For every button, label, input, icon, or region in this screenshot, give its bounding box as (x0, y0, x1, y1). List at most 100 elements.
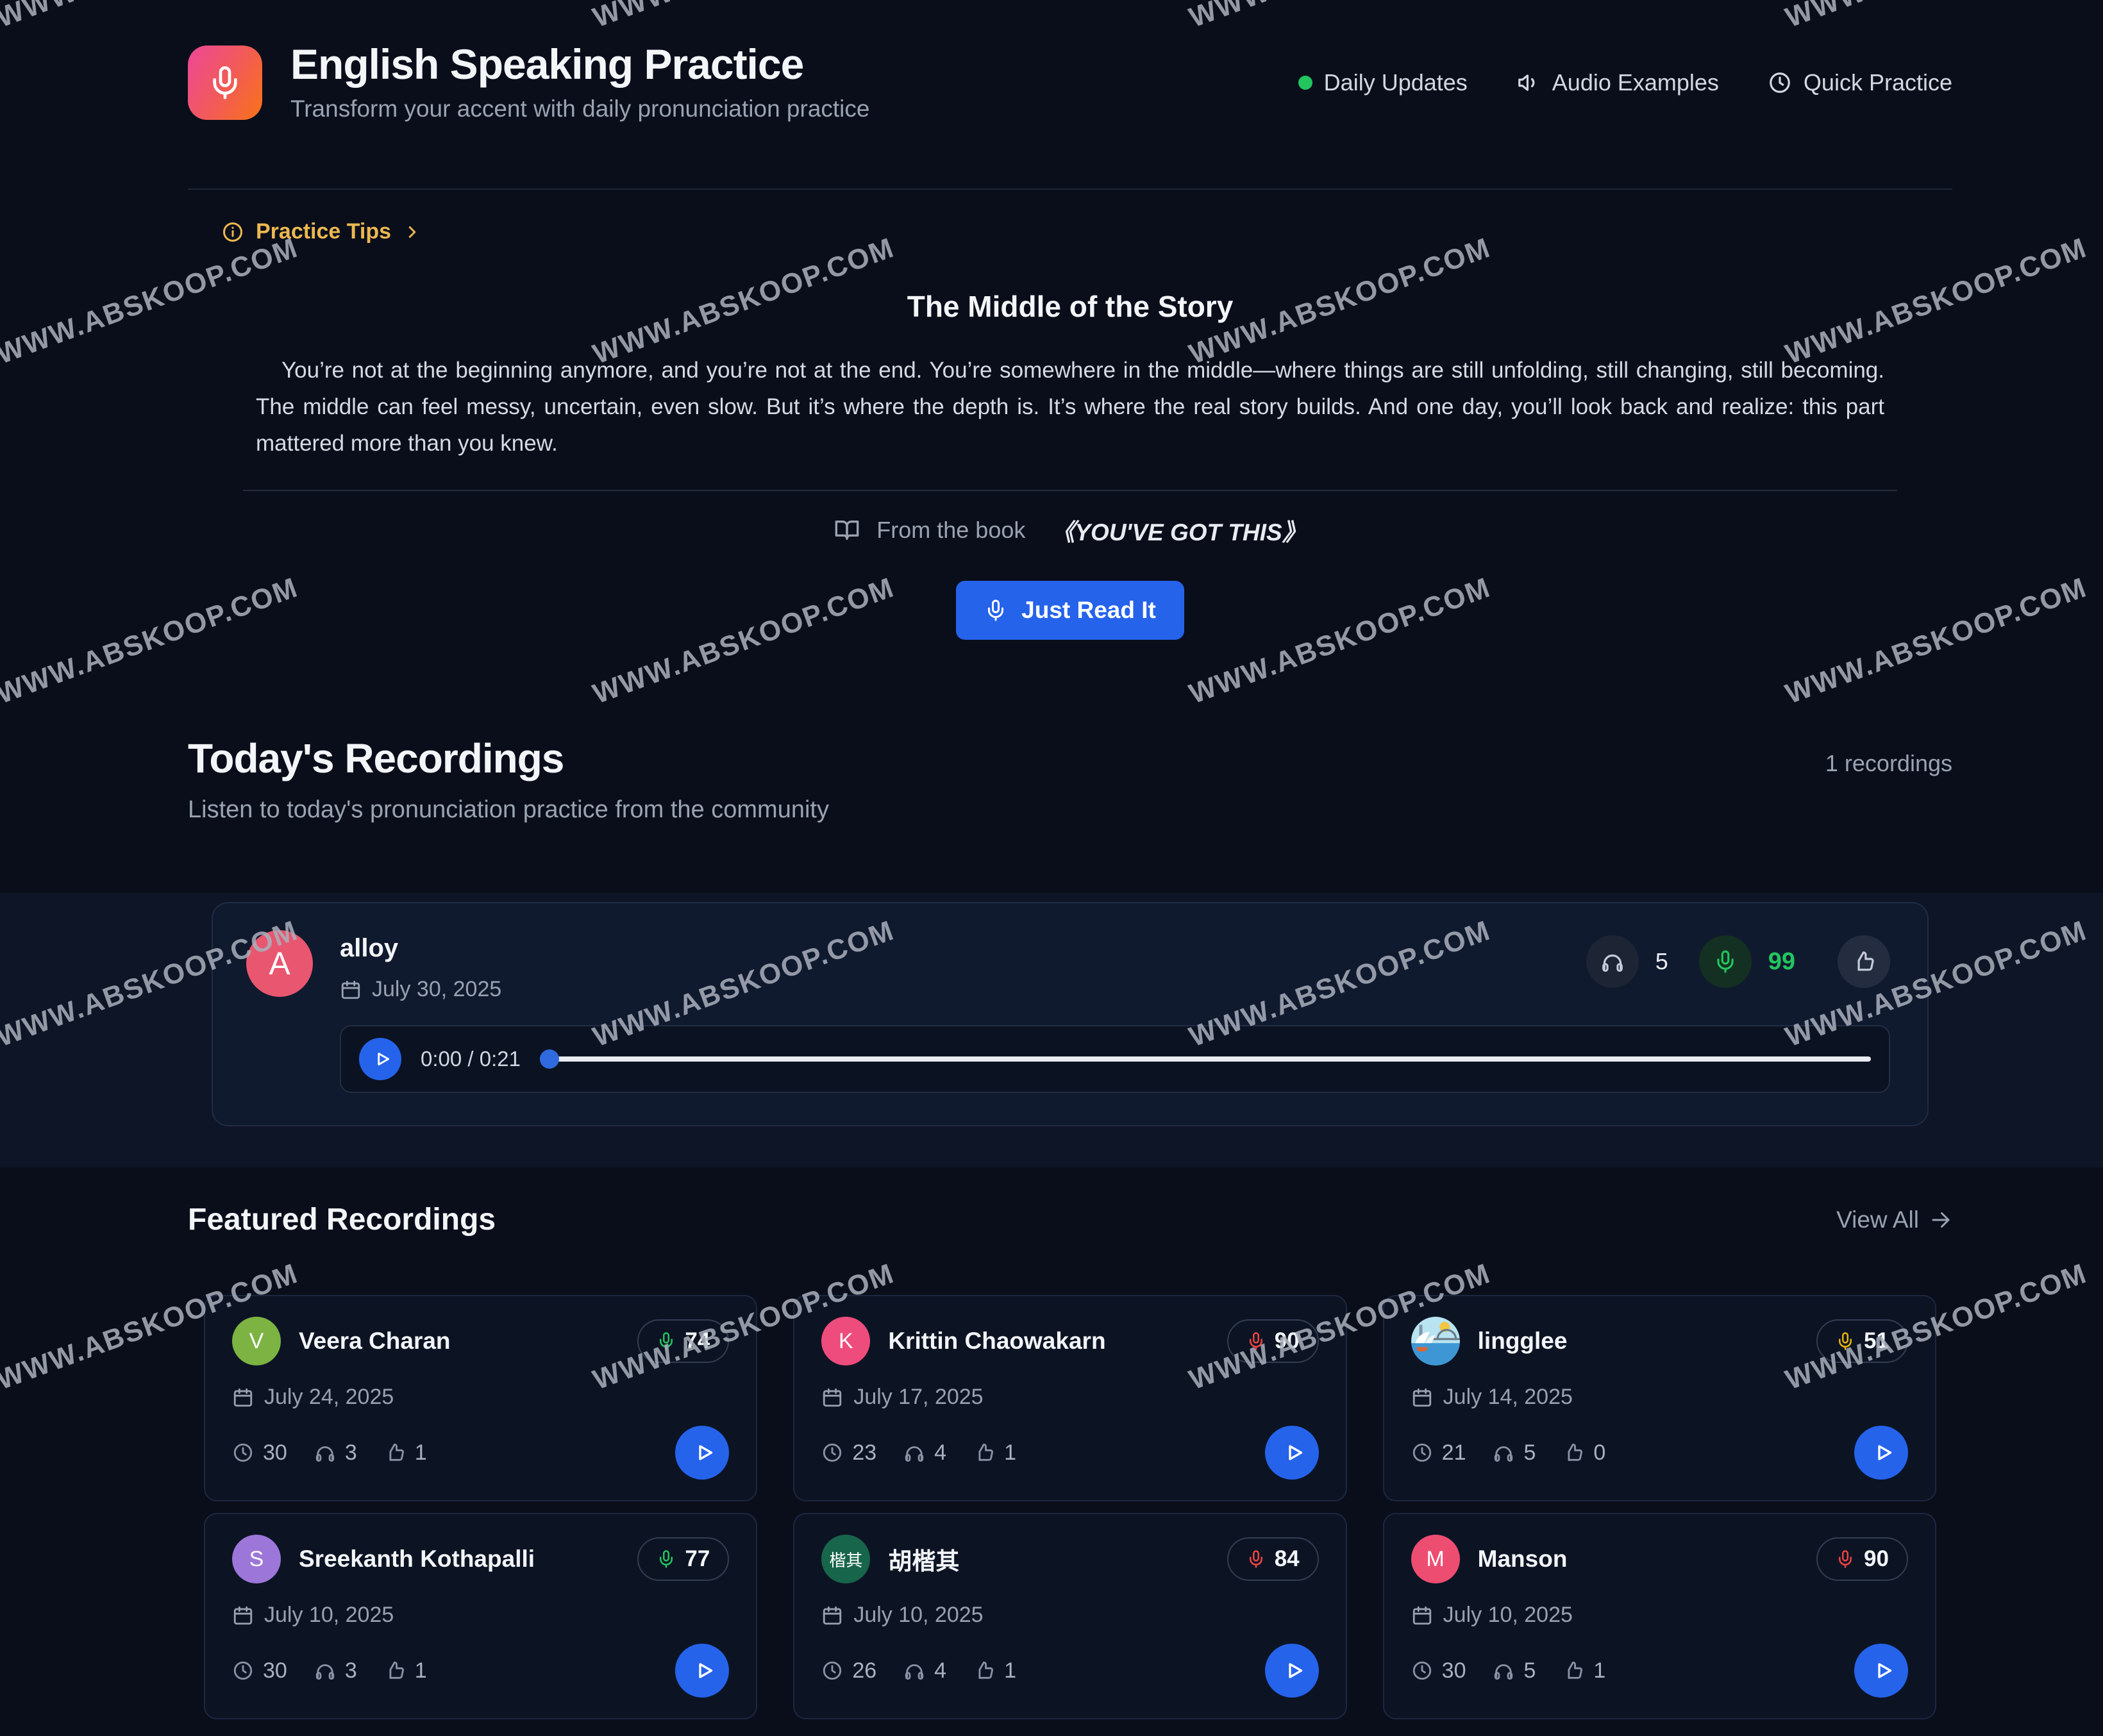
view-all-link[interactable]: View All (1836, 1206, 1952, 1233)
like-button[interactable] (1838, 935, 1890, 988)
listens-stat: 3 (314, 1658, 357, 1683)
stat-duration: 23 (852, 1440, 877, 1465)
card-play-button[interactable] (1854, 1644, 1908, 1698)
thumbs-up-icon (1568, 1661, 1583, 1679)
page-title: English Speaking Practice (290, 40, 804, 88)
avatar-letter: K (838, 1328, 853, 1353)
card-play-button[interactable] (1854, 1426, 1908, 1480)
seek-slider[interactable] (539, 1049, 1871, 1069)
nav-daily-updates[interactable]: Daily Updates (1298, 69, 1468, 96)
microphone-icon (1717, 950, 1734, 973)
avatar-letter: 楷其 (829, 1550, 863, 1570)
page-subtitle: Transform your accent with daily pronunc… (290, 96, 870, 122)
app-logo (188, 46, 262, 120)
calendar-icon (233, 1606, 253, 1624)
calendar-icon (823, 1388, 842, 1406)
score-badge: 90 (1816, 1537, 1908, 1581)
avatar: S (232, 1535, 281, 1583)
score-badge: 90 (1227, 1319, 1319, 1363)
calendar-icon (823, 1606, 842, 1624)
score-mic-icon (1839, 1332, 1852, 1350)
calendar-icon (1412, 1606, 1431, 1624)
play-button[interactable] (359, 1038, 401, 1080)
practice-tips-link[interactable]: Practice Tips (188, 219, 422, 244)
duration-stat: 26 (821, 1658, 876, 1683)
score-value: 84 (1274, 1546, 1300, 1571)
card-date: July 14, 2025 (1443, 1385, 1573, 1409)
featured-card: V Veera Charan 74 (204, 1295, 758, 1501)
play-icon (699, 1663, 713, 1678)
score-value: 51 (1864, 1328, 1889, 1353)
thumbs-up-icon (978, 1443, 994, 1461)
stat-likes: 1 (1004, 1440, 1016, 1465)
likes-stat: 1 (973, 1440, 1016, 1465)
clock-icon (823, 1443, 842, 1462)
clock-icon (823, 1661, 842, 1680)
card-date: July 10, 2025 (853, 1603, 984, 1627)
stat-listens: 5 (1523, 1440, 1536, 1465)
calendar-icon (341, 980, 360, 999)
headphones-icon (905, 1446, 924, 1462)
stat-duration: 21 (1441, 1440, 1466, 1465)
speaker-icon (1518, 74, 1535, 91)
just-read-it-button[interactable]: Just Read It (956, 581, 1184, 640)
thumbs-up-icon (1857, 951, 1874, 971)
microphone-icon (207, 65, 243, 101)
score-badge: 77 (637, 1537, 730, 1581)
nav-audio-examples[interactable]: Audio Examples (1516, 69, 1719, 96)
play-icon (1878, 1663, 1892, 1678)
score-badge: 74 (637, 1319, 730, 1363)
arrow-right-icon (1932, 1212, 1950, 1228)
avatar: 楷其 (821, 1535, 871, 1583)
headphones-icon (1495, 1664, 1513, 1680)
stat-listens: 4 (934, 1658, 947, 1683)
card-date: July 10, 2025 (264, 1603, 394, 1627)
recordings-count: 1 recordings (1825, 750, 1952, 776)
card-play-button[interactable] (675, 1644, 730, 1698)
card-username: Veera Charan (299, 1328, 451, 1354)
listens-stat: 5 (1493, 1440, 1536, 1465)
view-all-label: View All (1836, 1206, 1919, 1233)
today-recordings-subtitle: Listen to today's pronunciation practice… (188, 796, 829, 823)
thumbs-up-icon (389, 1661, 404, 1679)
book-open-icon (835, 521, 859, 540)
thumbs-up-icon (978, 1661, 994, 1679)
today-recordings-title: Today's Recordings (188, 735, 564, 781)
slider-thumb[interactable] (539, 1049, 559, 1069)
listens-stat: 4 (903, 1658, 946, 1683)
nav-label: Quick Practice (1803, 69, 1952, 96)
chevron-right-icon (408, 226, 416, 238)
stat-likes: 1 (1593, 1658, 1606, 1683)
stat-likes: 1 (414, 1440, 427, 1465)
card-date: July 24, 2025 (264, 1385, 394, 1409)
score-badge: 84 (1227, 1537, 1319, 1581)
stat-listens: 4 (934, 1440, 947, 1465)
story-title: The Middle of the Story (907, 290, 1234, 323)
stat-listens: 5 (1523, 1658, 1536, 1683)
score-value: 74 (685, 1328, 710, 1353)
listen-count-button[interactable] (1586, 935, 1639, 988)
featured-card: K Krittin Chaowakarn 90 (793, 1295, 1347, 1501)
score-mic-icon (1249, 1550, 1262, 1568)
card-date: July 10, 2025 (1443, 1603, 1573, 1627)
avatar (1411, 1317, 1460, 1365)
featured-card: 楷其 胡楷其 84 July 1 (793, 1513, 1347, 1719)
card-play-button[interactable] (675, 1426, 730, 1480)
playback-time: 0:00 / 0:21 (421, 1047, 521, 1071)
nav-quick-practice[interactable]: Quick Practice (1768, 69, 1952, 96)
stat-likes: 1 (1004, 1658, 1016, 1683)
avatar-letter: M (1426, 1546, 1445, 1571)
duration-stat: 30 (232, 1440, 287, 1465)
card-date: July 17, 2025 (853, 1385, 984, 1409)
pronunciation-score: 99 (1768, 947, 1795, 975)
card-play-button[interactable] (1264, 1426, 1319, 1480)
avatar: V (232, 1317, 281, 1365)
stat-listens: 3 (344, 1440, 357, 1465)
headphones-icon (315, 1664, 334, 1680)
avatar: K (821, 1317, 871, 1365)
card-play-button[interactable] (1264, 1644, 1319, 1698)
score-mic-icon (660, 1332, 673, 1350)
score-button[interactable] (1698, 935, 1752, 988)
audio-player: 0:00 / 0:21 (340, 1025, 1890, 1093)
score-value: 90 (1864, 1546, 1889, 1571)
